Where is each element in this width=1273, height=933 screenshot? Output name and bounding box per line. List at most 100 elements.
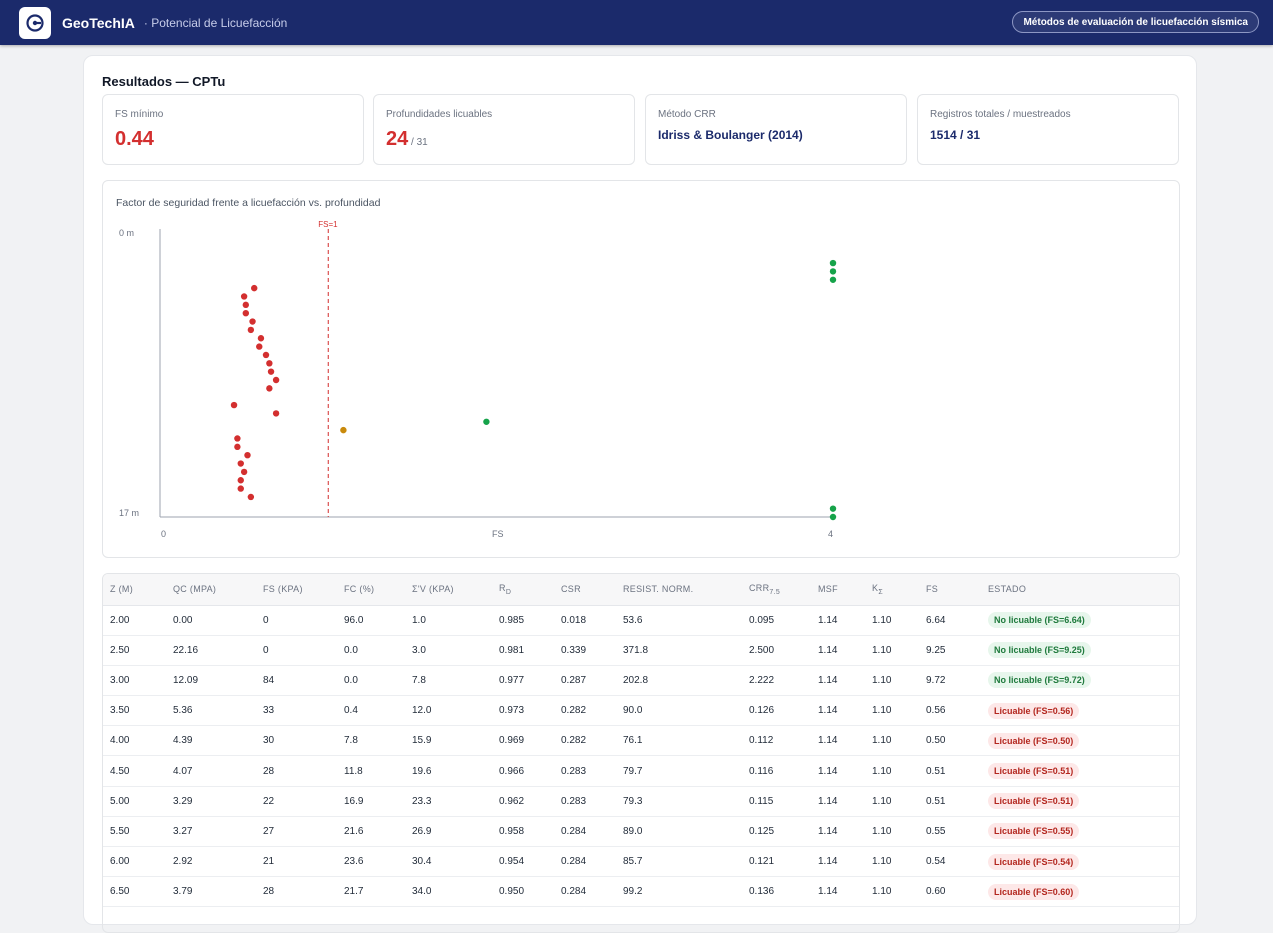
table-row[interactable]: 5.00 3.29 22 16.9 23.3 0.962 0.283 79.3 0.115 1.1… <box>103 786 1179 817</box>
data-point[interactable] <box>237 485 244 492</box>
status-badge: No licuable (FS=9.72) <box>988 672 1091 689</box>
table-cell: 3.27 <box>166 816 256 848</box>
column-header[interactable]: FS <box>919 574 981 606</box>
y-tick-label: 0 m <box>119 228 134 238</box>
table-cell: 89.0 <box>616 816 742 848</box>
table-cell: 23.6 <box>337 846 405 878</box>
data-point[interactable] <box>234 435 241 442</box>
data-point[interactable] <box>266 360 273 367</box>
table-row[interactable]: 6.00 2.92 21 23.6 30.4 0.954 0.284 85.7 0.121 1.1… <box>103 846 1179 878</box>
data-point[interactable] <box>340 426 347 434</box>
table-row[interactable]: 3.00 12.09 84 0.0 7.8 0.977 0.287 202.8 2.222 1.1… <box>103 665 1179 697</box>
table-cell: 1.14 <box>811 846 865 878</box>
data-point[interactable] <box>829 505 837 512</box>
table-cell: 1.14 <box>811 816 865 848</box>
data-point[interactable] <box>251 284 258 292</box>
table-cell: 1.10 <box>865 725 919 757</box>
table-cell: 0.977 <box>492 665 554 697</box>
data-point[interactable] <box>257 335 265 342</box>
data-point[interactable] <box>249 318 256 325</box>
column-header[interactable]: MSF <box>811 574 865 606</box>
table-cell: 0.018 <box>554 605 616 636</box>
data-point[interactable] <box>240 468 248 476</box>
data-point[interactable] <box>237 477 244 484</box>
table-cell: 0 <box>256 605 337 636</box>
table-row[interactable]: 4.00 4.39 30 7.8 15.9 0.969 0.282 76.1 0.112 1.14… <box>103 725 1179 757</box>
column-header[interactable]: FC (%) <box>337 574 405 606</box>
column-header[interactable]: FS (KPA) <box>256 574 337 606</box>
table-cell: 3.79 <box>166 876 256 908</box>
table-cell: 6.00 <box>103 846 166 878</box>
app-logo[interactable] <box>19 6 51 39</box>
table-cell: 0.51 <box>919 755 981 787</box>
data-point[interactable] <box>272 376 280 384</box>
table-cell: 34.0 <box>405 876 492 908</box>
data-point[interactable] <box>247 326 255 334</box>
column-header[interactable]: CRR7.5 <box>742 574 811 606</box>
results-table: Z (M) QC (MPA) FS (KPA) FC (%) Σ'V (KPA) RD CS… <box>103 574 1179 908</box>
data-point[interactable] <box>266 385 273 392</box>
table-cell: 4.00 <box>103 725 166 757</box>
data-point[interactable] <box>237 460 244 467</box>
table-cell: 0 <box>256 635 337 666</box>
table-cell: 15.9 <box>405 725 492 757</box>
data-point[interactable] <box>262 351 270 359</box>
table-row[interactable]: 5.50 3.27 27 21.6 26.9 0.958 0.284 89.0 0.125 1.1… <box>103 816 1179 848</box>
column-header[interactable]: RD <box>492 574 554 606</box>
data-point[interactable] <box>242 301 250 309</box>
table-cell: 79.3 <box>616 786 742 817</box>
data-point[interactable] <box>244 451 251 459</box>
table-cell: 1.14 <box>811 635 865 666</box>
table-row[interactable]: 2.00 0.00 0 96.0 1.0 0.985 0.018 53.6 0.095 1.14 1… <box>103 605 1179 636</box>
kpi-label: Registros totales / muestreados <box>930 109 1071 120</box>
table-cell: 0.981 <box>492 635 554 666</box>
data-point[interactable] <box>483 418 490 425</box>
column-header[interactable]: QC (MPA) <box>166 574 256 606</box>
data-point[interactable] <box>256 343 263 350</box>
column-header[interactable]: CSR <box>554 574 616 606</box>
table-cell: 202.8 <box>616 665 742 697</box>
data-point[interactable] <box>829 268 837 275</box>
table-cell: 7.8 <box>405 665 492 697</box>
table-cell: 0.985 <box>492 605 554 636</box>
table-row[interactable]: 6.50 3.79 28 21.7 34.0 0.950 0.284 99.2 0.136 1.1… <box>103 876 1179 908</box>
methods-button[interactable]: Métodos de evaluación de licuefacción sí… <box>1012 11 1259 33</box>
table-cell: 33 <box>256 695 337 727</box>
kpi-sub: / 31 <box>408 137 428 148</box>
data-point[interactable] <box>230 401 238 409</box>
column-header[interactable]: RESIST. NORM. <box>616 574 742 606</box>
kpi-label: Método CRR <box>658 109 716 120</box>
table-cell: 9.72 <box>919 665 981 697</box>
table-row[interactable]: 4.50 4.07 28 11.8 19.6 0.966 0.283 79.7 0.116 1.1… <box>103 755 1179 787</box>
table-cell: 4.50 <box>103 755 166 787</box>
table-cell: 0.282 <box>554 695 616 727</box>
table-cell: 1.14 <box>811 876 865 908</box>
data-point[interactable] <box>247 493 255 501</box>
data-point[interactable] <box>829 513 837 521</box>
data-point[interactable] <box>829 259 837 267</box>
table-row[interactable]: 3.50 5.36 33 0.4 12.0 0.973 0.282 90.0 0.126 1.14… <box>103 695 1179 727</box>
status-badge: Licuable (FS=0.50) <box>988 732 1080 749</box>
table-cell: 3.29 <box>166 786 256 817</box>
table-header-row: Z (M) QC (MPA) FS (KPA) FC (%) Σ'V (KPA) RD CS… <box>103 574 1179 606</box>
column-header[interactable]: Z (M) <box>103 574 166 606</box>
table-cell: 0.112 <box>742 725 811 757</box>
column-header[interactable]: Σ'V (KPA) <box>405 574 492 606</box>
table-cell: 4.07 <box>166 755 256 787</box>
table-cell: 0.00 <box>166 605 256 636</box>
data-point[interactable] <box>234 443 241 451</box>
data-point[interactable] <box>829 276 837 283</box>
kpi-value: 24 <box>386 128 409 150</box>
data-point[interactable] <box>242 309 250 317</box>
data-point[interactable] <box>272 410 280 417</box>
data-point[interactable] <box>267 368 275 375</box>
table-cell: 0.283 <box>554 755 616 787</box>
data-point[interactable] <box>240 293 248 300</box>
kpi-label: Profundidades licuables <box>386 109 493 120</box>
table-cell: 1.10 <box>865 755 919 787</box>
table-cell: 27 <box>256 816 337 848</box>
column-header[interactable]: ESTADO <box>981 574 1179 606</box>
column-header[interactable]: KΣ <box>865 574 919 606</box>
table-cell: 99.2 <box>616 876 742 908</box>
table-row[interactable]: 2.50 22.16 0 0.0 3.0 0.981 0.339 371.8 2.500 1.14… <box>103 635 1179 666</box>
